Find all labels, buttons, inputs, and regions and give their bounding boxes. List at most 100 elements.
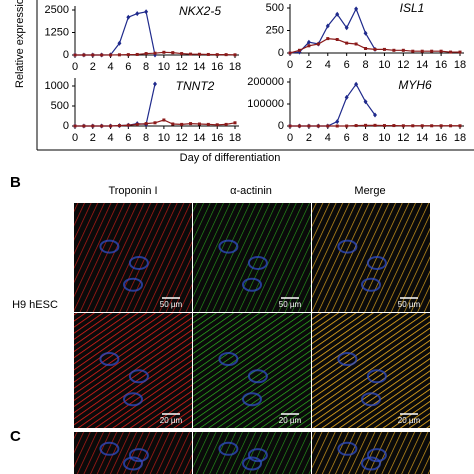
x-tick-label: 4: [325, 59, 331, 71]
point: [224, 122, 228, 126]
nucleus: [242, 456, 262, 471]
point: [233, 121, 237, 125]
point: [363, 30, 368, 36]
nucleus: [366, 448, 387, 463]
point: [288, 124, 292, 128]
point: [458, 124, 462, 128]
nucleus: [218, 239, 239, 254]
y-tick-label: 0: [63, 49, 69, 61]
point: [449, 124, 453, 128]
point: [197, 52, 201, 56]
x-tick-label: 2: [90, 132, 96, 144]
point: [206, 52, 210, 56]
scale-bar-label: 20 µm: [398, 416, 421, 425]
point: [144, 9, 149, 15]
point: [73, 124, 77, 128]
x-tick-label: 2: [90, 61, 96, 73]
point: [354, 42, 358, 46]
nucleus: [128, 448, 149, 463]
point: [126, 53, 130, 57]
point: [354, 81, 359, 87]
point: [91, 53, 95, 57]
fibers: [74, 432, 192, 474]
chart-title: MYH6: [398, 78, 432, 92]
point: [345, 124, 349, 128]
x-tick-label: 12: [176, 61, 188, 73]
point: [325, 23, 330, 29]
x-tick-label: 14: [193, 132, 205, 144]
point: [335, 119, 340, 125]
point: [206, 122, 210, 126]
nucleus: [218, 441, 239, 456]
nucleus: [247, 369, 268, 384]
point: [326, 37, 330, 41]
point: [363, 99, 368, 105]
point: [306, 39, 311, 45]
point: [411, 124, 415, 128]
scale-bar-label: 50 µm: [279, 300, 302, 309]
nucleus: [247, 255, 268, 270]
x-tick-label: 0: [72, 132, 78, 144]
point: [373, 112, 377, 118]
point: [135, 122, 139, 126]
series-line: [289, 7, 376, 54]
point: [326, 124, 330, 128]
point: [109, 124, 113, 128]
point: [144, 52, 148, 56]
x-tick-label: 16: [211, 61, 223, 73]
point: [215, 53, 219, 57]
column-header: Troponin I: [108, 185, 157, 197]
point: [297, 124, 301, 128]
x-tick-label: 12: [397, 59, 409, 71]
point: [430, 49, 434, 53]
point: [162, 50, 166, 54]
x-tick-label: 18: [454, 132, 466, 144]
nucleus: [123, 456, 143, 471]
y-tick-label: 500: [266, 2, 284, 14]
point: [458, 50, 462, 54]
x-tick-label: 6: [344, 132, 350, 144]
nucleus: [337, 239, 358, 254]
point: [335, 38, 339, 41]
point: [364, 123, 368, 127]
point: [411, 49, 415, 53]
nucleus: [128, 255, 149, 270]
chart-title: NKX2-5: [179, 4, 221, 18]
y-tick-label: 0: [278, 120, 284, 132]
nucleus: [361, 277, 381, 292]
point: [189, 52, 193, 56]
point: [153, 51, 157, 55]
point: [82, 124, 86, 128]
point: [171, 51, 175, 55]
point: [215, 123, 219, 127]
nucleus: [366, 255, 387, 270]
scale-bar-label: 50 µm: [398, 300, 421, 309]
point: [307, 124, 311, 128]
point: [73, 53, 77, 57]
nucleus: [218, 352, 239, 366]
nucleus: [361, 392, 381, 407]
point: [382, 124, 386, 128]
nucleus: [99, 239, 120, 254]
point: [224, 53, 228, 57]
point: [392, 124, 396, 128]
point: [144, 122, 148, 126]
point: [354, 124, 358, 128]
chart-title: TNNT2: [176, 79, 215, 93]
point: [288, 51, 292, 55]
nucleus: [366, 369, 387, 384]
x-tick-label: 10: [378, 59, 390, 71]
nucleus: [337, 352, 358, 366]
point: [439, 124, 443, 128]
point: [430, 124, 434, 128]
series-line: [75, 83, 156, 127]
point: [117, 40, 122, 46]
x-tick-label: 6: [344, 59, 350, 71]
point: [345, 41, 349, 45]
x-tick-label: 14: [416, 132, 428, 144]
x-tick-label: 6: [125, 132, 131, 144]
point: [449, 50, 453, 54]
chart-title: ISL1: [400, 1, 425, 15]
x-tick-label: 0: [287, 132, 293, 144]
